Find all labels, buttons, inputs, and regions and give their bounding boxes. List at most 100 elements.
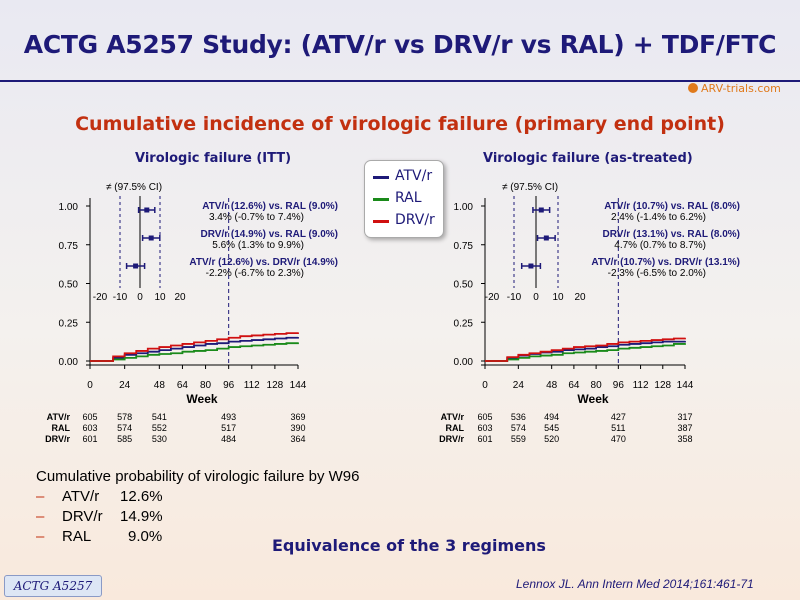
as-treated-y-tick-label: 0.25: [454, 318, 474, 329]
itt-at-risk-value: 552: [152, 423, 167, 433]
as-treated-forest-point-estimate: [543, 235, 549, 241]
itt-at-risk-value: 369: [290, 412, 305, 422]
itt-forest-tick-label: 20: [174, 292, 186, 303]
legend-swatch-atv: [373, 176, 389, 179]
as-treated-at-risk-value: 603: [477, 423, 492, 433]
itt-at-risk-value: 390: [290, 423, 305, 433]
citation: Lennox JL. Ann Intern Med 2014;161:461-7…: [516, 577, 754, 591]
as-treated-x-tick-label: 80: [591, 380, 603, 391]
itt-at-risk-label: ATV/r: [47, 412, 71, 422]
as-treated-y-tick-label: 0.00: [454, 357, 474, 368]
as-treated-at-risk-value: 605: [477, 412, 492, 422]
itt-at-risk-value: 484: [221, 434, 236, 444]
itt-at-risk-value: 574: [117, 423, 132, 433]
as-treated-forest-row-estimate: -2.3% (-6.5% to 2.0%): [608, 268, 706, 279]
legend-label-drv: DRV/r: [395, 212, 435, 228]
as-treated-at-risk-label: ATV/r: [441, 412, 465, 422]
itt-forest-header: ≠ (97.5% CI): [106, 182, 162, 193]
itt-x-tick-label: 48: [154, 380, 166, 391]
itt-x-tick-label: 112: [244, 380, 260, 391]
study-tag: ACTG A5257: [4, 575, 102, 597]
as-treated-at-risk-value: 427: [611, 412, 626, 422]
itt-at-risk-value: 601: [82, 434, 97, 444]
itt-forest-point-estimate: [148, 235, 154, 241]
legend-swatch-ral: [373, 198, 389, 201]
itt-forest-tick-label: 10: [154, 292, 166, 303]
title-rule: [0, 80, 800, 82]
summary-label: ATV/r: [62, 488, 100, 505]
itt-x-tick-label: 0: [87, 380, 93, 391]
itt-y-tick-label: 0.50: [59, 280, 79, 291]
itt-forest-tick-label: -20: [93, 292, 108, 303]
as-treated-x-tick-label: 96: [613, 380, 625, 391]
as-treated-x-tick-label: 0: [482, 380, 488, 391]
summary-value: 9.0%: [128, 528, 163, 545]
itt-forest-row-estimate: 5.6% (1.3% to 9.9%): [212, 240, 304, 251]
summary-value: 14.9%: [120, 508, 163, 525]
legend-label-atv: ATV/r: [395, 168, 433, 184]
itt-forest-point-estimate: [144, 207, 150, 213]
summary-value: 12.6%: [120, 488, 163, 505]
legend-item-atv: ATV/r: [373, 167, 443, 187]
as-treated-at-risk-value: 317: [677, 412, 692, 422]
as-treated-x-tick-label: 112: [633, 380, 649, 391]
itt-x-tick-label: 64: [177, 380, 189, 391]
itt-series-drvr: [90, 332, 299, 362]
itt-at-risk-value: 578: [117, 412, 132, 422]
itt-at-risk-value: 605: [82, 412, 97, 422]
itt-y-tick-label: 0.25: [59, 318, 79, 329]
itt-x-axis-label: Week: [186, 392, 217, 406]
itt-at-risk-value: 603: [82, 423, 97, 433]
as-treated-x-tick-label: 128: [654, 380, 671, 391]
as-treated-at-risk-value: 358: [677, 434, 692, 444]
itt-at-risk-value: 585: [117, 434, 132, 444]
summary-heading: Cumulative probability of virologic fail…: [36, 468, 360, 485]
itt-forest-row-label: ATV/r (12.6%) vs. RAL (9.0%): [202, 201, 338, 212]
legend-label-ral: RAL: [395, 190, 422, 206]
as-treated-at-risk-value: 511: [611, 423, 625, 433]
as-treated-forest-tick-label: 20: [574, 292, 586, 303]
as-treated-at-risk-label: RAL: [446, 423, 465, 433]
as-treated-at-risk-value: 387: [677, 423, 692, 433]
legend-item-ral: RAL: [373, 189, 443, 209]
as-treated-x-tick-label: 144: [677, 380, 694, 391]
logo-text: ARV-trials.com: [701, 82, 781, 95]
as-treated-forest-point-estimate: [538, 207, 544, 213]
itt-at-risk-value: 364: [290, 434, 305, 444]
as-treated-series-drvr: [485, 337, 686, 362]
as-treated-y-tick-label: 1.00: [454, 202, 474, 213]
legend-item-drv: DRV/r: [373, 211, 443, 231]
itt-forest-tick-label: 0: [137, 292, 143, 303]
itt-series-atvr: [90, 336, 299, 362]
itt-x-tick-label: 144: [290, 380, 307, 391]
itt-forest-row-estimate: -2.2% (-6.7% to 2.3%): [206, 268, 304, 279]
as-treated-forest-tick-label: 0: [533, 292, 539, 303]
as-treated-forest-row-label: ATV/r (10.7%) vs. RAL (8.0%): [604, 201, 740, 212]
itt-at-risk-label: DRV/r: [45, 434, 70, 444]
as-treated-forest-tick-label: 10: [552, 292, 564, 303]
logo-dot-icon: [688, 83, 698, 93]
as-treated-at-risk-value: 536: [511, 412, 526, 422]
itt-forest-row-label: DRV/r (14.9%) vs. RAL (9.0%): [201, 229, 338, 240]
summary-item-drv: – DRV/r 14.9%: [36, 507, 359, 527]
itt-at-risk-value: 541: [152, 412, 167, 422]
summary-label: DRV/r: [62, 508, 103, 525]
as-treated-x-tick-label: 24: [513, 380, 525, 391]
itt-y-tick-label: 1.00: [59, 202, 79, 213]
slide-title: ACTG A5257 Study: (ATV/r vs DRV/r vs RAL…: [23, 30, 777, 59]
summary-label: RAL: [62, 528, 92, 545]
slide-subtitle: Cumulative incidence of virologic failur…: [75, 113, 725, 135]
as-treated-forest-tick-label: -20: [485, 292, 500, 303]
as-treated-y-tick-label: 0.50: [454, 280, 474, 291]
bullet-dash: –: [36, 528, 45, 545]
itt-series-ral: [90, 342, 299, 362]
as-treated-at-risk-value: 574: [511, 423, 526, 433]
as-treated-x-tick-label: 64: [568, 380, 580, 391]
itt-x-tick-label: 96: [223, 380, 235, 391]
legend-swatch-drv: [373, 220, 389, 223]
itt-forest-point-estimate: [133, 263, 139, 269]
as-treated-panel-title: Virologic failure (as-treated): [483, 151, 693, 166]
itt-y-tick-label: 0.00: [59, 357, 79, 368]
itt-at-risk-value: 493: [221, 412, 236, 422]
